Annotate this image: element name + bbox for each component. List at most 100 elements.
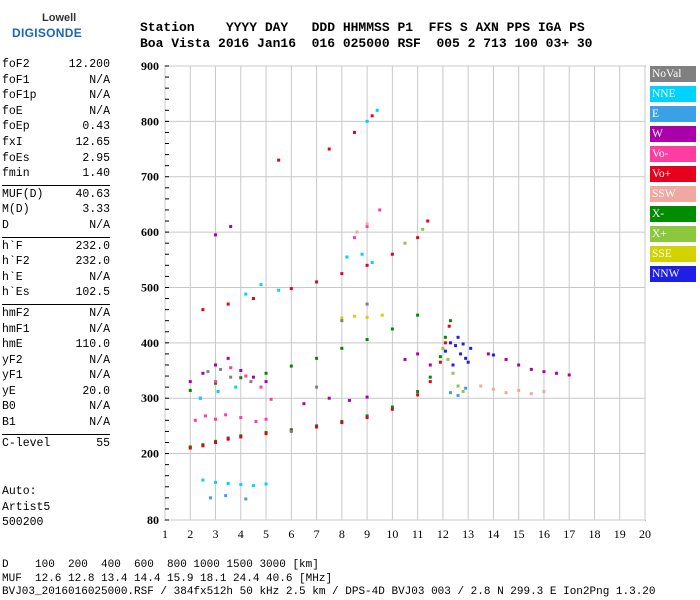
- param-value: 55: [96, 436, 110, 450]
- header-line-1: Station YYYY DAY DDD HHMMSS P1 FFS S AXN…: [140, 20, 585, 35]
- echo-point: [264, 417, 268, 421]
- param-name: yF2: [2, 353, 23, 367]
- echo-point: [451, 363, 455, 367]
- param-row: D N/A: [2, 219, 110, 235]
- y-tick-label: 400: [141, 336, 159, 350]
- y-tick-label: 80: [147, 513, 159, 527]
- echo-point: [345, 255, 349, 259]
- direction-legend: NoVal NNE E W Vo- Vo+ SSW X- X+ SSE NNW: [650, 66, 696, 286]
- echo-point: [365, 222, 369, 226]
- param-row: foF1 N/A: [2, 74, 110, 90]
- echo-point: [229, 225, 233, 229]
- echo-point: [567, 373, 571, 377]
- x-tick-label: 4: [238, 527, 244, 541]
- x-tick-label: 11: [412, 527, 424, 541]
- echo-point: [456, 393, 460, 397]
- echo-point: [542, 390, 546, 394]
- echo-point: [226, 437, 230, 441]
- echo-point: [438, 360, 442, 364]
- echo-point: [264, 380, 268, 384]
- legend-item: X+: [650, 226, 696, 242]
- echo-point: [416, 236, 420, 240]
- echo-point: [188, 446, 192, 450]
- echo-point: [456, 335, 460, 339]
- param-value: N/A: [89, 416, 110, 430]
- logo-digisonde-text: DIGISONDE: [12, 26, 83, 40]
- echo-point: [504, 391, 508, 395]
- y-tick-label: 700: [141, 170, 159, 184]
- param-name: M(D): [2, 203, 30, 217]
- legend-item: Vo+: [650, 166, 696, 182]
- echo-point: [426, 219, 430, 223]
- echo-point: [403, 357, 407, 361]
- param-name: foF2: [2, 58, 30, 71]
- echo-point: [428, 363, 432, 367]
- param-name: foF1: [2, 73, 30, 87]
- echo-point: [469, 346, 473, 350]
- echo-point: [365, 338, 369, 342]
- auto-version: 500200: [2, 516, 44, 529]
- param-value: N/A: [89, 322, 110, 336]
- x-tick-label: 3: [213, 527, 219, 541]
- echo-point: [249, 380, 253, 384]
- param-value: 40.63: [75, 187, 110, 201]
- echo-point: [203, 414, 207, 418]
- param-value: 12.200: [68, 58, 110, 71]
- echo-point: [264, 371, 268, 375]
- echo-point: [504, 357, 508, 361]
- param-row: B1 N/A: [2, 416, 110, 432]
- param-value: N/A: [89, 369, 110, 383]
- echo-point: [188, 380, 192, 384]
- digisonde-logo: Lowell DIGISONDE: [4, 4, 84, 48]
- echo-point: [251, 484, 255, 488]
- param-row: B0 N/A: [2, 400, 110, 416]
- param-value: N/A: [89, 89, 110, 103]
- echo-point: [208, 496, 212, 500]
- param-value: N/A: [89, 104, 110, 118]
- param-row: foF2 12.200: [2, 58, 110, 74]
- echo-point: [340, 346, 344, 350]
- echo-point: [461, 342, 465, 346]
- x-tick-label: 17: [563, 527, 575, 541]
- x-tick-label: 5: [263, 527, 269, 541]
- footer-file-row: BVJ03_2016016025000.RSF / 384fx512h 50 k…: [2, 586, 656, 598]
- param-value: N/A: [89, 218, 110, 232]
- x-tick-label: 7: [314, 527, 320, 541]
- param-value: 20.0: [82, 384, 110, 398]
- echo-point: [378, 208, 382, 212]
- echo-point: [234, 385, 238, 389]
- echo-point: [327, 396, 331, 400]
- echo-point: [219, 367, 223, 371]
- echo-point: [239, 483, 243, 487]
- echo-point: [447, 324, 451, 328]
- param-name: foEs: [2, 151, 30, 165]
- param-name: B0: [2, 400, 16, 414]
- x-tick-label: 2: [187, 527, 193, 541]
- echo-point: [229, 366, 233, 370]
- footer-muf-row: MUF 12.6 12.8 13.4 14.4 15.9 18.1 24.4 4…: [2, 572, 333, 585]
- echo-point: [239, 369, 243, 373]
- echo-point: [347, 398, 351, 402]
- autoscaling-info: Auto: Artist5 500200: [2, 484, 50, 531]
- param-separator: [2, 433, 110, 435]
- echo-point: [448, 319, 452, 323]
- param-name: yF1: [2, 369, 23, 383]
- echo-point: [239, 376, 243, 380]
- legend-item: SSE: [650, 246, 696, 262]
- echo-point: [479, 384, 483, 388]
- legend-item: Vo-: [650, 146, 696, 162]
- param-value: 3.33: [82, 203, 110, 217]
- echo-point: [259, 283, 263, 287]
- param-value: 110.0: [75, 338, 110, 352]
- param-value: N/A: [89, 353, 110, 367]
- echo-point: [390, 405, 394, 409]
- echo-point: [464, 356, 468, 360]
- param-row: yF2 N/A: [2, 354, 110, 370]
- logo-lowell-text: Lowell: [42, 12, 77, 24]
- echo-point: [214, 480, 218, 484]
- param-name: hmE: [2, 338, 23, 352]
- param-name: yE: [2, 384, 16, 398]
- echo-point: [390, 407, 394, 411]
- param-row: fxI 12.65: [2, 136, 110, 152]
- y-tick-label: 600: [141, 225, 159, 239]
